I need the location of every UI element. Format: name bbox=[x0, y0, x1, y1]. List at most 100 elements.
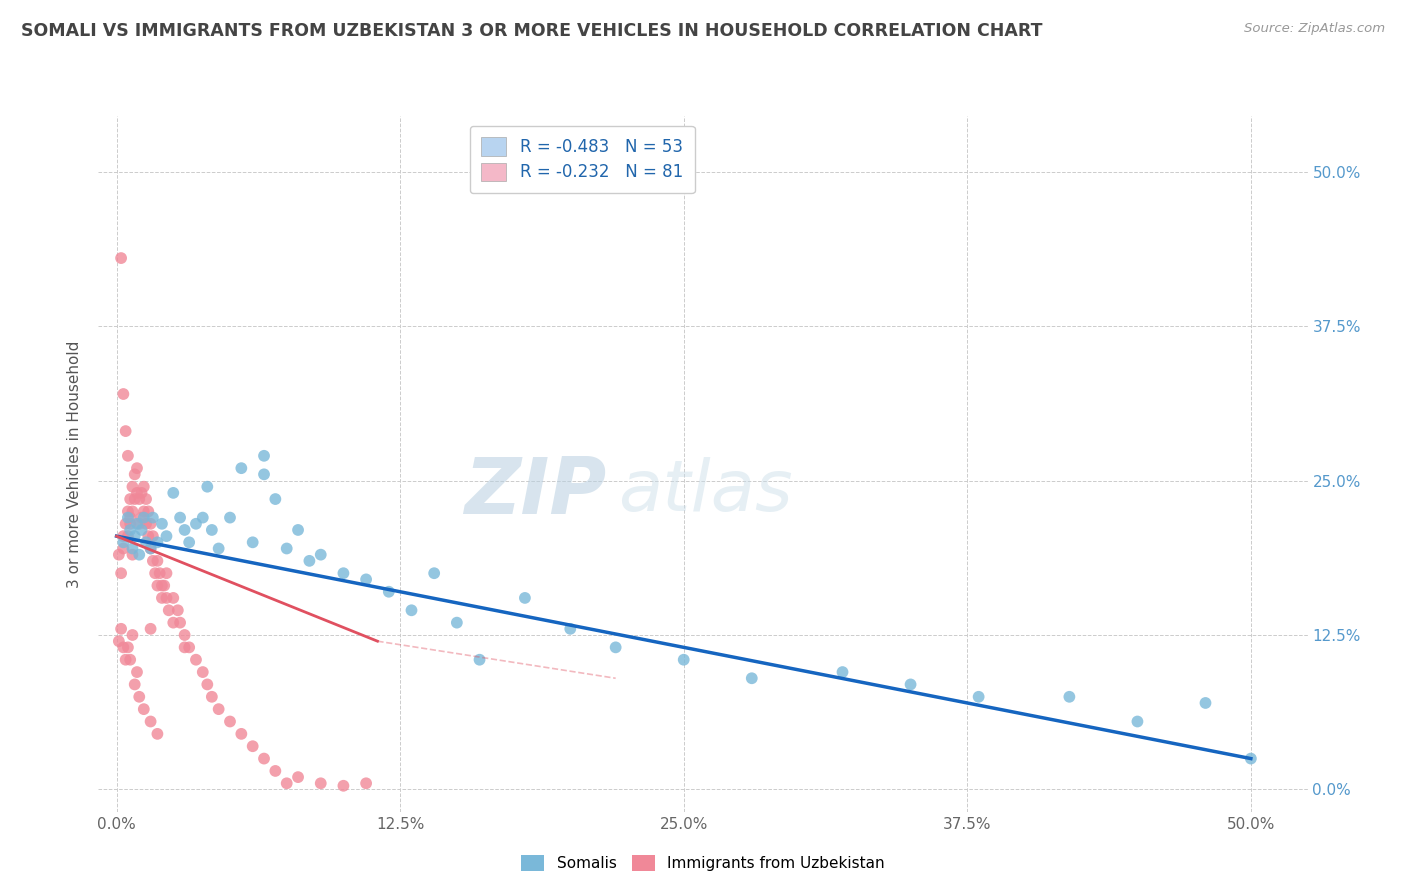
Point bbox=[142, 529, 165, 543]
Point bbox=[287, 770, 309, 784]
Point bbox=[169, 510, 191, 524]
Point bbox=[672, 653, 695, 667]
Legend: R = -0.483   N = 53, R = -0.232   N = 81: R = -0.483 N = 53, R = -0.232 N = 81 bbox=[470, 126, 695, 193]
Point bbox=[900, 677, 922, 691]
Point bbox=[605, 640, 627, 655]
Point bbox=[253, 751, 276, 765]
Point bbox=[162, 486, 184, 500]
Point bbox=[162, 615, 184, 630]
Point bbox=[208, 702, 231, 716]
Point bbox=[124, 491, 146, 506]
Point bbox=[120, 491, 142, 506]
Point bbox=[125, 461, 148, 475]
Point bbox=[120, 510, 142, 524]
Point bbox=[287, 523, 309, 537]
Point bbox=[155, 529, 177, 543]
Point bbox=[146, 727, 169, 741]
Point bbox=[1194, 696, 1216, 710]
Point bbox=[120, 523, 142, 537]
Point bbox=[139, 541, 162, 556]
Point bbox=[117, 640, 139, 655]
Point bbox=[121, 504, 143, 518]
Point bbox=[468, 653, 491, 667]
Point bbox=[112, 541, 135, 556]
Point bbox=[173, 640, 195, 655]
Point bbox=[112, 535, 135, 549]
Point bbox=[150, 578, 173, 592]
Point bbox=[120, 653, 142, 667]
Point bbox=[112, 387, 135, 401]
Point bbox=[131, 510, 153, 524]
Point bbox=[131, 523, 153, 537]
Point bbox=[121, 480, 143, 494]
Point bbox=[513, 591, 536, 605]
Point bbox=[136, 529, 159, 543]
Point bbox=[120, 516, 142, 531]
Point bbox=[114, 516, 136, 531]
Point bbox=[135, 516, 157, 531]
Point bbox=[179, 640, 201, 655]
Point bbox=[150, 516, 173, 531]
Point bbox=[253, 467, 276, 482]
Point bbox=[195, 677, 218, 691]
Point bbox=[155, 591, 177, 605]
Point bbox=[128, 491, 150, 506]
Point bbox=[125, 516, 148, 531]
Point bbox=[967, 690, 990, 704]
Point bbox=[149, 566, 172, 581]
Point bbox=[378, 584, 401, 599]
Point bbox=[112, 640, 135, 655]
Point bbox=[309, 776, 332, 790]
Point bbox=[423, 566, 446, 581]
Point bbox=[121, 541, 143, 556]
Point bbox=[276, 776, 298, 790]
Point bbox=[146, 578, 169, 592]
Y-axis label: 3 or more Vehicles in Household: 3 or more Vehicles in Household bbox=[67, 340, 83, 588]
Point bbox=[309, 548, 332, 562]
Point bbox=[446, 615, 468, 630]
Point bbox=[117, 510, 139, 524]
Point bbox=[132, 504, 155, 518]
Point bbox=[146, 535, 169, 549]
Point bbox=[132, 702, 155, 716]
Point bbox=[135, 535, 157, 549]
Point bbox=[231, 727, 253, 741]
Point bbox=[128, 516, 150, 531]
Point bbox=[121, 628, 143, 642]
Point bbox=[166, 603, 188, 617]
Point bbox=[153, 578, 176, 592]
Point bbox=[114, 424, 136, 438]
Point bbox=[298, 554, 321, 568]
Point bbox=[173, 523, 195, 537]
Text: ZIP: ZIP bbox=[464, 454, 606, 530]
Point bbox=[354, 776, 377, 790]
Point bbox=[108, 634, 131, 648]
Point bbox=[124, 677, 146, 691]
Text: SOMALI VS IMMIGRANTS FROM UZBEKISTAN 3 OR MORE VEHICLES IN HOUSEHOLD CORRELATION: SOMALI VS IMMIGRANTS FROM UZBEKISTAN 3 O… bbox=[21, 22, 1043, 40]
Point bbox=[117, 529, 139, 543]
Point bbox=[191, 665, 214, 679]
Point bbox=[332, 779, 354, 793]
Point bbox=[132, 480, 155, 494]
Point bbox=[155, 566, 177, 581]
Point bbox=[142, 554, 165, 568]
Point bbox=[1059, 690, 1081, 704]
Point bbox=[128, 690, 150, 704]
Point bbox=[112, 529, 135, 543]
Point bbox=[184, 653, 207, 667]
Point bbox=[173, 628, 195, 642]
Point bbox=[1126, 714, 1149, 729]
Point bbox=[139, 714, 162, 729]
Point bbox=[128, 548, 150, 562]
Point bbox=[219, 510, 242, 524]
Point bbox=[157, 603, 180, 617]
Point bbox=[135, 491, 157, 506]
Point bbox=[117, 504, 139, 518]
Point bbox=[131, 486, 153, 500]
Point bbox=[139, 622, 162, 636]
Point bbox=[276, 541, 298, 556]
Text: atlas: atlas bbox=[619, 458, 793, 526]
Point bbox=[1240, 751, 1263, 765]
Point bbox=[201, 690, 224, 704]
Point bbox=[184, 516, 207, 531]
